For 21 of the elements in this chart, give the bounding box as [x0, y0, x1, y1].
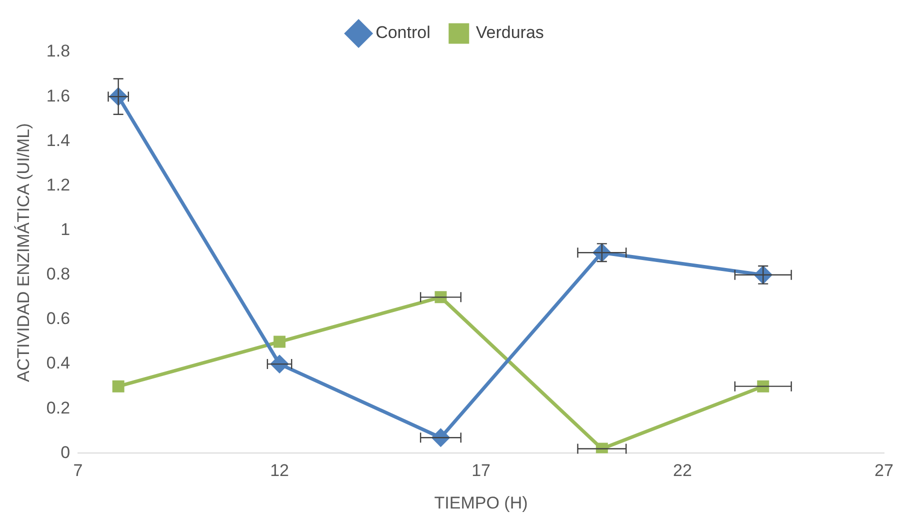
x-tick-label: 17: [472, 461, 490, 480]
y-tick-label: 1.2: [46, 175, 70, 194]
y-tick-label: 0.4: [46, 354, 70, 373]
y-tick-label: 1.4: [46, 130, 70, 150]
x-tick-label: 7: [73, 461, 83, 480]
y-tick-label: 0: [60, 442, 70, 462]
x-tick-label: 22: [673, 461, 692, 480]
x-tick-label: 12: [270, 461, 289, 480]
y-tick-label: 0.2: [46, 398, 70, 418]
y-axis-title: ACTIVIDAD ENZIMÁTICA (UI/ML): [14, 123, 33, 382]
legend-label: Verduras: [476, 23, 544, 42]
x-tick-label: 27: [874, 461, 894, 480]
x-axis-title: TIEMPO (H): [434, 493, 528, 512]
y-tick-label: 1.6: [46, 86, 70, 106]
point: [112, 380, 124, 392]
y-tick-label: 1: [60, 220, 70, 239]
point: [274, 336, 286, 348]
legend-label: Control: [376, 23, 430, 42]
y-tick-label: 1.8: [46, 42, 70, 61]
y-tick-label: 0.8: [46, 264, 70, 284]
y-tick-label: 0.6: [46, 309, 70, 328]
